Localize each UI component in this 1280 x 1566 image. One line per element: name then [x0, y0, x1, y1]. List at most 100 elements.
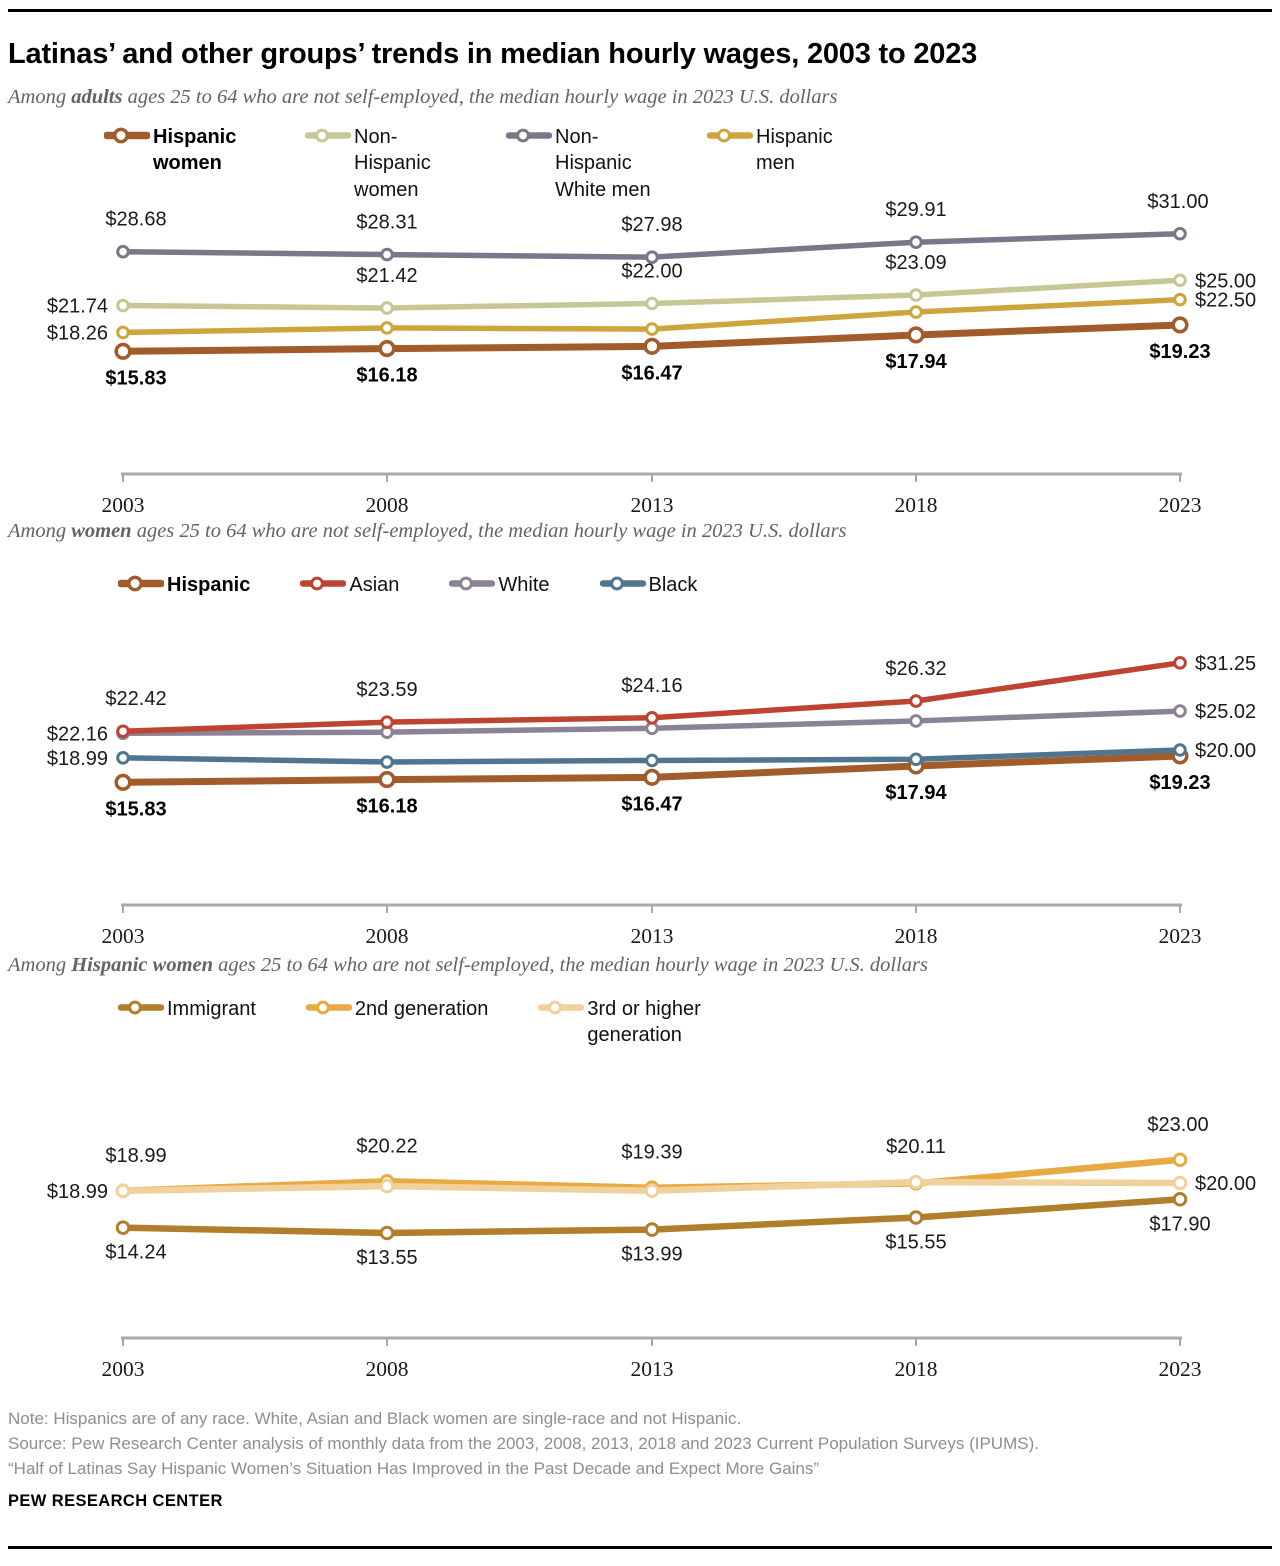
subtitle-bold: adults	[71, 86, 123, 108]
legend-item-hispanic-men: Hispanic men	[707, 124, 858, 177]
x-tick-label: 2023	[1159, 924, 1202, 948]
data-point-hispanic-women-2003	[114, 342, 132, 360]
data-label: $25.00	[1195, 270, 1256, 292]
data-label: $16.47	[621, 793, 682, 815]
legend-label: Hispanic	[167, 574, 251, 596]
legend-swatch-black-icon	[599, 576, 646, 591]
legend-marker	[516, 128, 530, 143]
legend-item-white: White	[449, 572, 550, 598]
data-label: $20.11	[886, 1136, 946, 1158]
data-label: $31.25	[1195, 653, 1256, 675]
data-point-non-hispanic-women-2008	[380, 301, 394, 315]
legend-swatch-immigrant-icon	[118, 1000, 164, 1015]
legend-label: 3rd or higher generation	[587, 998, 701, 1047]
x-tick-label: 2013	[631, 924, 674, 948]
data-point-hispanic-women-2023	[1171, 316, 1189, 334]
chart3-legend: Immigrant 2nd generation 3rd or higher gen…	[118, 996, 739, 1049]
x-tick-label: 2003	[102, 493, 145, 517]
chart3-subtitle: Among Hispanic women ages 25 to 64 who a…	[8, 954, 928, 977]
legend-marker	[459, 576, 474, 591]
legend-label: Asian	[349, 574, 400, 596]
legend-swatch-hispanic-men-icon	[707, 128, 753, 143]
legend-label: Non-Hispanic White men	[555, 126, 651, 201]
data-label: $15.83	[105, 798, 166, 820]
legend-label: Hispanic men	[756, 126, 833, 175]
data-point-asian-2003	[116, 724, 130, 739]
data-point-3rd-or-higher-generation-2003	[115, 1183, 131, 1199]
data-point-immigrant-2008	[379, 1225, 395, 1241]
data-label: $22.42	[105, 688, 166, 710]
data-label: $28.31	[356, 212, 417, 234]
x-tick-label: 2008	[366, 493, 409, 517]
legend-label: White	[498, 574, 550, 596]
data-label: $20.00	[1195, 1173, 1256, 1195]
subtitle-prefix: Among	[8, 520, 72, 542]
data-label: $17.94	[885, 782, 947, 804]
data-point-black-2018	[909, 752, 923, 767]
data-point-non-hispanic-white-men-2003	[116, 244, 130, 259]
legend-marker	[127, 575, 143, 592]
data-point-hispanic-men-2018	[909, 305, 923, 319]
data-point-non-hispanic-women-2023	[1173, 273, 1187, 288]
legend-item-immigrant: Immigrant	[118, 996, 256, 1022]
data-point-3rd-or-higher-generation-2018	[908, 1174, 924, 1190]
data-point-immigrant-2003	[115, 1220, 131, 1235]
data-point-hispanic-men-2023	[1173, 292, 1187, 307]
data-point-hispanic-women-2018	[907, 326, 925, 344]
data-point-hispanic-women-2008	[378, 340, 396, 358]
data-label: $22.00	[621, 261, 682, 283]
data-label: $15.83	[105, 367, 166, 389]
legend-swatch-hispanic-icon	[118, 575, 164, 592]
data-label: $31.00	[1147, 191, 1208, 213]
subtitle-suffix: ages 25 to 64 who are not self-employed,…	[213, 954, 928, 976]
top-rule	[8, 9, 1272, 12]
legend-marker	[310, 576, 325, 591]
data-label: $19.23	[1149, 341, 1210, 363]
data-point-immigrant-2023	[1172, 1191, 1188, 1207]
data-label: $16.47	[621, 362, 682, 384]
x-tick-label: 2003	[102, 1357, 145, 1381]
data-point-black-2003	[116, 751, 130, 765]
subtitle-suffix: ages 25 to 64 who are not self-employed,…	[131, 520, 847, 542]
subtitle-prefix: Among	[8, 954, 72, 976]
data-point-non-hispanic-women-2003	[116, 298, 130, 313]
source-line: Source: Pew Research Center analysis of …	[8, 1434, 1039, 1453]
x-tick-label: 2018	[895, 493, 938, 517]
legend-label: Immigrant	[167, 998, 256, 1020]
data-point-3rd-or-higher-generation-2008	[379, 1178, 395, 1194]
chart1-legend: Hispanic women Non-Hispanic women Non-Hisp…	[104, 124, 858, 203]
data-point-black-2008	[380, 755, 394, 769]
subtitle-prefix: Among	[8, 86, 72, 108]
data-label: $25.02	[1195, 701, 1256, 723]
data-point-non-hispanic-white-men-2018	[909, 235, 923, 249]
data-point-immigrant-2013	[644, 1222, 660, 1237]
legend-label: Hispanic women	[153, 126, 237, 175]
data-label: $15.55	[885, 1231, 946, 1253]
data-label: $18.99	[47, 1181, 108, 1203]
data-label: $19.23	[1149, 772, 1210, 794]
data-label: $21.74	[47, 296, 108, 318]
data-point-asian-2013	[645, 710, 659, 725]
x-tick-label: 2013	[631, 493, 674, 517]
legend-item-2nd-generation: 2nd generation	[305, 996, 488, 1022]
data-point-non-hispanic-women-2013	[645, 296, 659, 311]
data-point-non-hispanic-white-men-2008	[380, 247, 394, 262]
x-tick-label: 2023	[1159, 493, 1202, 517]
data-label: $20.00	[1195, 740, 1256, 762]
data-label: $29.91	[885, 199, 946, 221]
x-tick-label: 2003	[102, 924, 145, 948]
data-label: $28.68	[105, 209, 166, 231]
data-label: $17.94	[885, 351, 947, 373]
x-tick-label: 2013	[631, 1357, 674, 1381]
data-point-asian-2008	[380, 715, 394, 729]
legend-item-non-hispanic-white-men: Non-Hispanic White men	[506, 124, 657, 203]
data-label: $14.24	[105, 1242, 166, 1264]
data-point-black-2013	[645, 753, 659, 768]
data-point-non-hispanic-women-2018	[909, 288, 923, 302]
legend-item-hispanic-women: Hispanic women	[104, 124, 255, 177]
x-tick-label: 2023	[1159, 1357, 1202, 1381]
data-label: $21.42	[356, 265, 417, 287]
data-label: $23.59	[356, 679, 417, 701]
data-point-hispanic-2003	[114, 773, 132, 791]
data-label: $13.99	[621, 1244, 682, 1266]
